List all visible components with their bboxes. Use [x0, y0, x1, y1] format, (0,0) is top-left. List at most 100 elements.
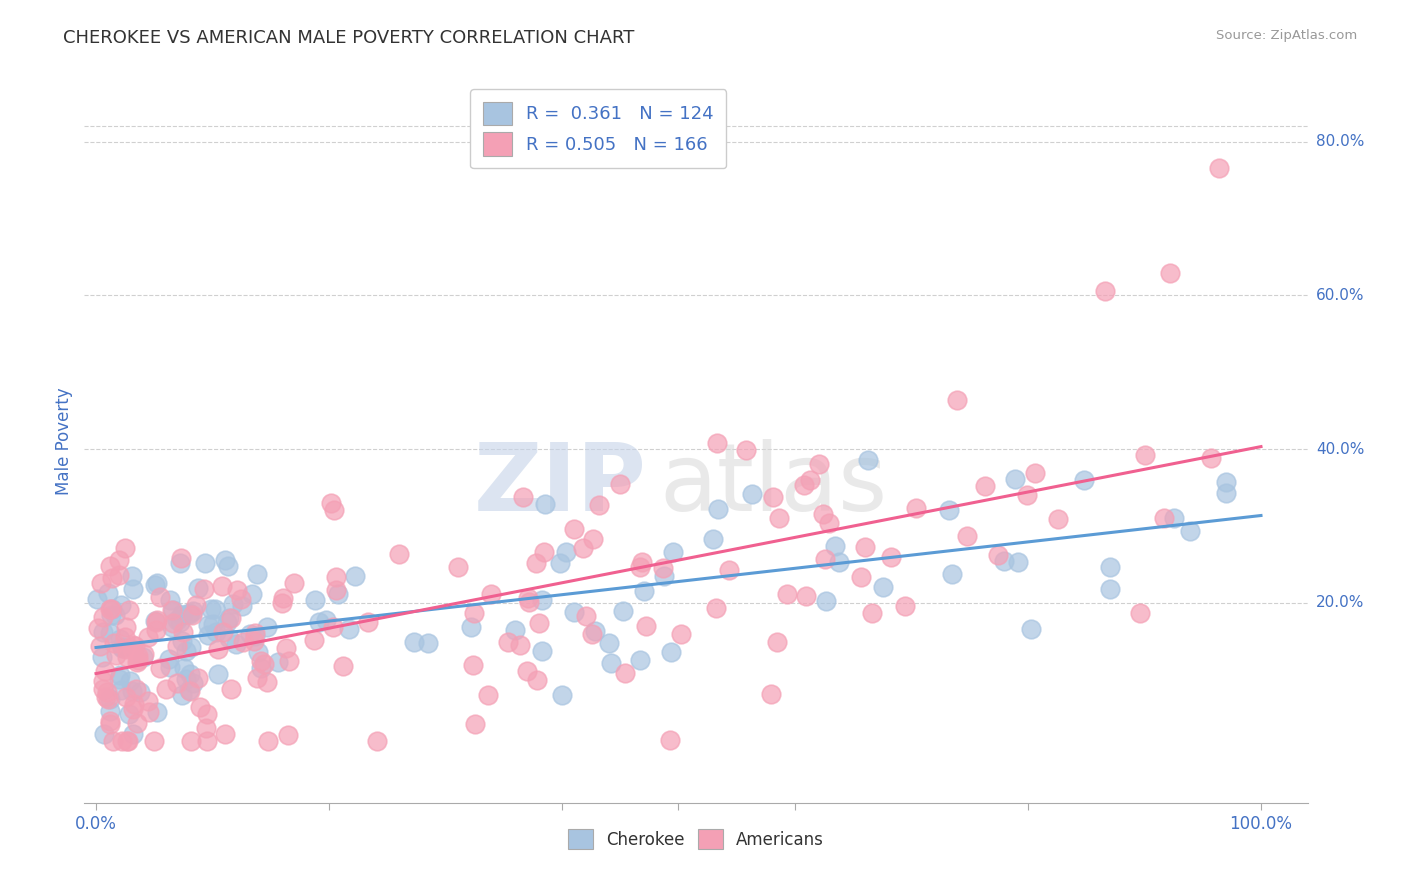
- Point: [115, 734, 138, 748]
- Point: [582, 533, 605, 547]
- Point: [271, 591, 294, 605]
- Point: [529, 616, 551, 631]
- Point: [851, 570, 873, 584]
- Point: [828, 555, 851, 569]
- Point: [447, 560, 470, 574]
- Point: [776, 587, 799, 601]
- Point: [96, 684, 118, 698]
- Point: [181, 675, 204, 690]
- Point: [583, 624, 606, 638]
- Point: [793, 478, 815, 492]
- Point: [207, 641, 229, 656]
- Point: [533, 544, 555, 558]
- Point: [276, 640, 298, 655]
- Point: [200, 602, 222, 616]
- Point: [124, 698, 146, 712]
- Point: [526, 673, 548, 687]
- Point: [181, 604, 204, 618]
- Point: [257, 734, 280, 748]
- Point: [824, 539, 846, 553]
- Point: [938, 503, 960, 517]
- Point: [176, 672, 198, 686]
- Point: [1180, 524, 1202, 538]
- Point: [941, 566, 963, 581]
- Point: [477, 689, 499, 703]
- Legend: Cherokee, Americans: Cherokee, Americans: [561, 822, 831, 856]
- Point: [231, 599, 253, 614]
- Point: [97, 586, 120, 600]
- Point: [633, 583, 655, 598]
- Text: 40.0%: 40.0%: [1316, 442, 1364, 457]
- Point: [100, 714, 122, 729]
- Point: [1094, 284, 1116, 298]
- Point: [256, 674, 278, 689]
- Point: [117, 650, 139, 665]
- Point: [614, 665, 637, 680]
- Point: [735, 443, 758, 458]
- Point: [111, 734, 134, 748]
- Point: [170, 607, 193, 622]
- Point: [1004, 472, 1026, 486]
- Point: [219, 610, 242, 624]
- Point: [956, 529, 979, 543]
- Point: [211, 578, 233, 592]
- Point: [195, 706, 218, 721]
- Point: [146, 575, 169, 590]
- Point: [243, 629, 266, 643]
- Point: [332, 659, 354, 673]
- Point: [159, 593, 181, 607]
- Point: [187, 581, 209, 595]
- Point: [253, 657, 276, 671]
- Point: [169, 615, 191, 630]
- Text: 20.0%: 20.0%: [1316, 596, 1364, 610]
- Point: [246, 567, 269, 582]
- Point: [243, 625, 266, 640]
- Point: [581, 626, 603, 640]
- Point: [98, 602, 121, 616]
- Point: [218, 611, 240, 625]
- Point: [1129, 606, 1152, 620]
- Point: [404, 635, 426, 649]
- Point: [98, 717, 121, 731]
- Point: [114, 620, 136, 634]
- Point: [110, 598, 132, 612]
- Point: [98, 692, 121, 706]
- Point: [634, 619, 657, 633]
- Point: [157, 652, 180, 666]
- Text: CHEROKEE VS AMERICAN MALE POVERTY CORRELATION CHART: CHEROKEE VS AMERICAN MALE POVERTY CORREL…: [63, 29, 634, 47]
- Point: [562, 605, 585, 619]
- Point: [811, 507, 834, 521]
- Point: [277, 728, 299, 742]
- Point: [323, 503, 346, 517]
- Point: [108, 667, 131, 681]
- Point: [114, 642, 136, 657]
- Point: [121, 702, 143, 716]
- Point: [1099, 582, 1122, 596]
- Text: atlas: atlas: [659, 439, 887, 531]
- Point: [987, 548, 1010, 562]
- Point: [818, 516, 841, 530]
- Point: [759, 687, 782, 701]
- Point: [121, 642, 143, 657]
- Point: [117, 734, 139, 748]
- Point: [628, 653, 651, 667]
- Point: [628, 560, 651, 574]
- Point: [221, 682, 243, 697]
- Point: [129, 685, 152, 699]
- Point: [302, 632, 325, 647]
- Point: [904, 501, 927, 516]
- Point: [512, 491, 534, 505]
- Point: [111, 640, 134, 654]
- Point: [143, 578, 166, 592]
- Point: [283, 576, 305, 591]
- Point: [205, 625, 228, 640]
- Y-axis label: Male Poverty: Male Poverty: [55, 388, 73, 495]
- Point: [132, 648, 155, 662]
- Point: [108, 553, 131, 567]
- Point: [122, 638, 145, 652]
- Point: [271, 596, 294, 610]
- Text: ZIP: ZIP: [474, 439, 647, 531]
- Point: [1159, 266, 1181, 280]
- Point: [162, 615, 184, 630]
- Point: [517, 595, 540, 609]
